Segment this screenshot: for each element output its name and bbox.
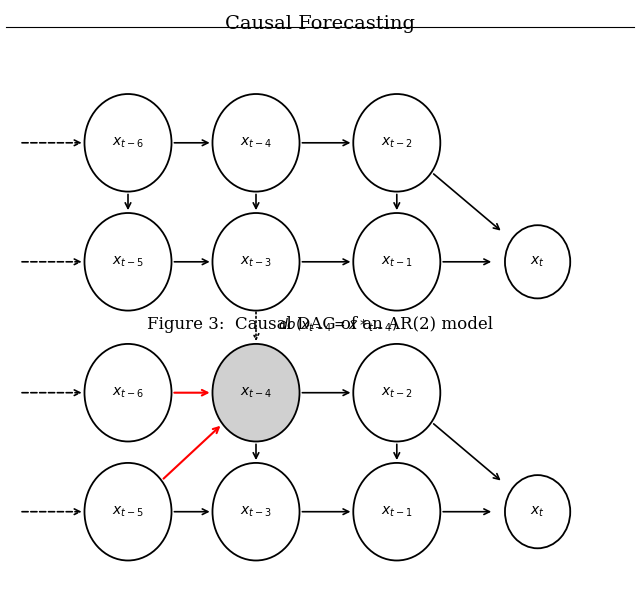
Text: Figure 3:  Causal DAG of an AR(2) model: Figure 3: Causal DAG of an AR(2) model	[147, 316, 493, 333]
Ellipse shape	[353, 213, 440, 311]
Text: $x_{t-5}$: $x_{t-5}$	[112, 505, 144, 519]
Ellipse shape	[84, 94, 172, 192]
Ellipse shape	[84, 344, 172, 441]
Text: $x_{t-6}$: $x_{t-6}$	[112, 136, 144, 150]
Text: $x_t$: $x_t$	[531, 505, 545, 519]
Text: $x_{t-3}$: $x_{t-3}$	[240, 255, 272, 269]
Ellipse shape	[212, 344, 300, 441]
Ellipse shape	[212, 213, 300, 311]
Text: $do(x_{t-4} = x*_{t-4})$: $do(x_{t-4} = x*_{t-4})$	[278, 317, 398, 334]
Ellipse shape	[212, 463, 300, 560]
Ellipse shape	[84, 213, 172, 311]
Text: Causal Forecasting: Causal Forecasting	[225, 15, 415, 33]
Text: $x_t$: $x_t$	[531, 255, 545, 269]
Text: $x_{t-2}$: $x_{t-2}$	[381, 386, 413, 400]
Ellipse shape	[353, 344, 440, 441]
Text: $x_{t-6}$: $x_{t-6}$	[112, 386, 144, 400]
Ellipse shape	[505, 225, 570, 298]
Text: $x_{t-2}$: $x_{t-2}$	[381, 136, 413, 150]
Ellipse shape	[84, 463, 172, 560]
Text: $x_{t-5}$: $x_{t-5}$	[112, 255, 144, 269]
Ellipse shape	[353, 463, 440, 560]
Ellipse shape	[505, 475, 570, 549]
Text: $x_{t-1}$: $x_{t-1}$	[381, 505, 413, 519]
Text: $x_{t-1}$: $x_{t-1}$	[381, 255, 413, 269]
Text: $x_{t-4}$: $x_{t-4}$	[240, 136, 272, 150]
Text: $x_{t-4}$: $x_{t-4}$	[240, 386, 272, 400]
Text: $x_{t-3}$: $x_{t-3}$	[240, 505, 272, 519]
Ellipse shape	[353, 94, 440, 192]
Ellipse shape	[212, 94, 300, 192]
